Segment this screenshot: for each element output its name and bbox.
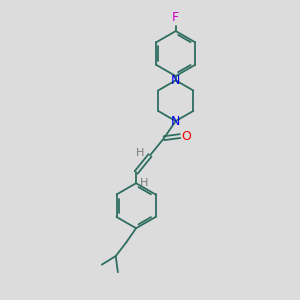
Text: O: O — [182, 130, 192, 142]
Text: N: N — [171, 74, 180, 87]
Text: H: H — [140, 178, 149, 188]
Text: N: N — [171, 115, 180, 128]
Text: H: H — [136, 148, 145, 158]
Text: F: F — [172, 11, 179, 24]
